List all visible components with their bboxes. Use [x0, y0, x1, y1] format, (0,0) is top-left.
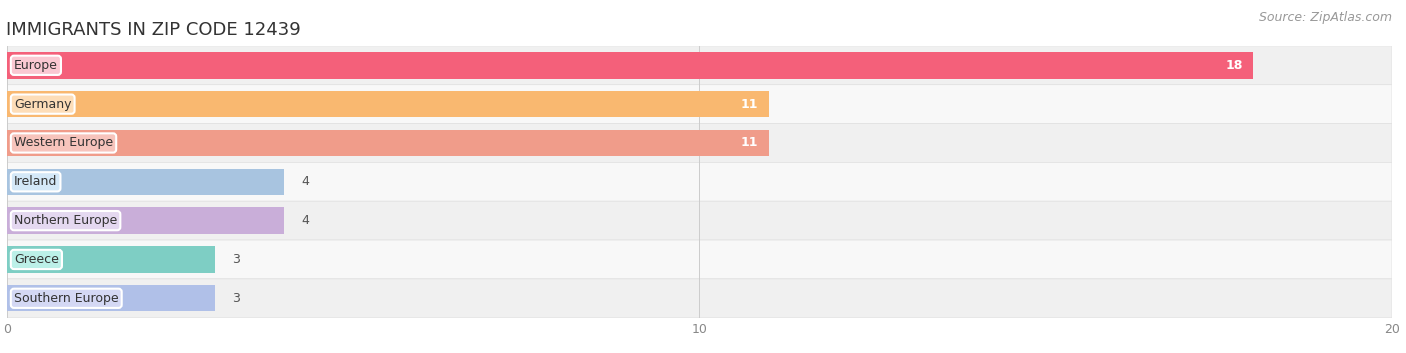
Text: IMMIGRANTS IN ZIP CODE 12439: IMMIGRANTS IN ZIP CODE 12439	[6, 21, 301, 39]
Bar	[7, 52, 1254, 78]
FancyBboxPatch shape	[7, 124, 1392, 162]
Text: 4: 4	[301, 175, 309, 188]
Bar	[7, 169, 284, 195]
Text: Southern Europe: Southern Europe	[14, 292, 118, 305]
Text: 11: 11	[741, 137, 758, 149]
Text: Ireland: Ireland	[14, 175, 58, 188]
Text: Source: ZipAtlas.com: Source: ZipAtlas.com	[1258, 11, 1392, 24]
Text: Northern Europe: Northern Europe	[14, 214, 117, 227]
Bar	[7, 208, 284, 234]
Text: 3: 3	[232, 292, 240, 305]
Text: Germany: Germany	[14, 98, 72, 110]
FancyBboxPatch shape	[7, 162, 1392, 201]
Text: 4: 4	[301, 214, 309, 227]
Text: 3: 3	[232, 253, 240, 266]
Text: 18: 18	[1226, 59, 1243, 72]
Bar	[7, 91, 769, 117]
FancyBboxPatch shape	[7, 240, 1392, 279]
FancyBboxPatch shape	[7, 46, 1392, 85]
FancyBboxPatch shape	[7, 85, 1392, 124]
FancyBboxPatch shape	[7, 279, 1392, 318]
Bar	[7, 246, 215, 273]
Text: Greece: Greece	[14, 253, 59, 266]
Bar	[7, 130, 769, 156]
Text: 11: 11	[741, 98, 758, 110]
Text: Europe: Europe	[14, 59, 58, 72]
FancyBboxPatch shape	[7, 201, 1392, 240]
Text: Western Europe: Western Europe	[14, 137, 112, 149]
Bar	[7, 285, 215, 311]
